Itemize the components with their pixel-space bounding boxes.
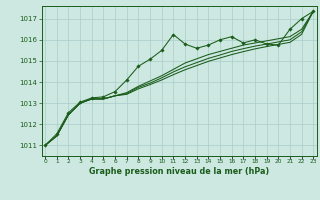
X-axis label: Graphe pression niveau de la mer (hPa): Graphe pression niveau de la mer (hPa) xyxy=(89,167,269,176)
